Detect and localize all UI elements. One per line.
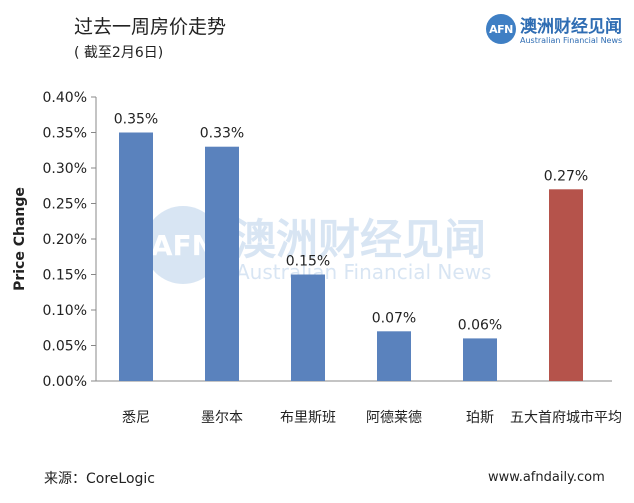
bar-value-label: 0.07%	[372, 310, 416, 326]
x-category-label: 墨尔本	[201, 410, 243, 426]
x-category-label: 珀斯	[466, 410, 494, 426]
logo-name-en: Australian Financial News	[520, 36, 623, 45]
y-tick-label: 0.25%	[43, 197, 87, 213]
bar-value-label: 0.33%	[200, 126, 244, 142]
bar	[463, 338, 497, 381]
x-category-label: 悉尼	[122, 410, 150, 426]
source-note: 来源：CoreLogic	[44, 471, 155, 487]
y-axis-title: Price Change	[12, 187, 28, 291]
bar-value-label: 0.35%	[114, 112, 158, 128]
x-category-label: 布里斯班	[280, 410, 336, 426]
bar-value-label: 0.27%	[544, 168, 588, 184]
x-category-label: 阿德莱德	[366, 410, 422, 426]
bar	[291, 274, 325, 381]
logo-mark: AFN	[486, 14, 516, 44]
bar-value-label: 0.15%	[286, 254, 330, 270]
y-tick-label: 0.10%	[43, 303, 87, 319]
y-tick-label: 0.00%	[43, 374, 87, 390]
x-category-label: 五大首府城市平均	[510, 409, 622, 426]
y-tick-label: 0.40%	[43, 90, 87, 106]
y-tick-label: 0.05%	[43, 339, 87, 355]
bar	[549, 189, 583, 381]
bar	[377, 331, 411, 381]
y-tick-label: 0.30%	[43, 161, 87, 177]
bar	[205, 146, 239, 381]
y-tick-label: 0.35%	[43, 126, 87, 142]
afn-logo: AFN 澳洲财经见闻 Australian Financial News	[486, 14, 626, 50]
y-tick-label: 0.20%	[43, 232, 87, 248]
logo-name-cn: 澳洲财经见闻	[520, 17, 622, 37]
y-tick-label: 0.15%	[43, 268, 87, 284]
bar	[119, 132, 153, 381]
website-url: www.afndaily.com	[488, 470, 605, 485]
bar-value-label: 0.06%	[458, 317, 502, 333]
chart-title: 过去一周房价走势	[74, 16, 227, 38]
chart-subtitle: ( 截至2月6日)	[74, 45, 164, 61]
